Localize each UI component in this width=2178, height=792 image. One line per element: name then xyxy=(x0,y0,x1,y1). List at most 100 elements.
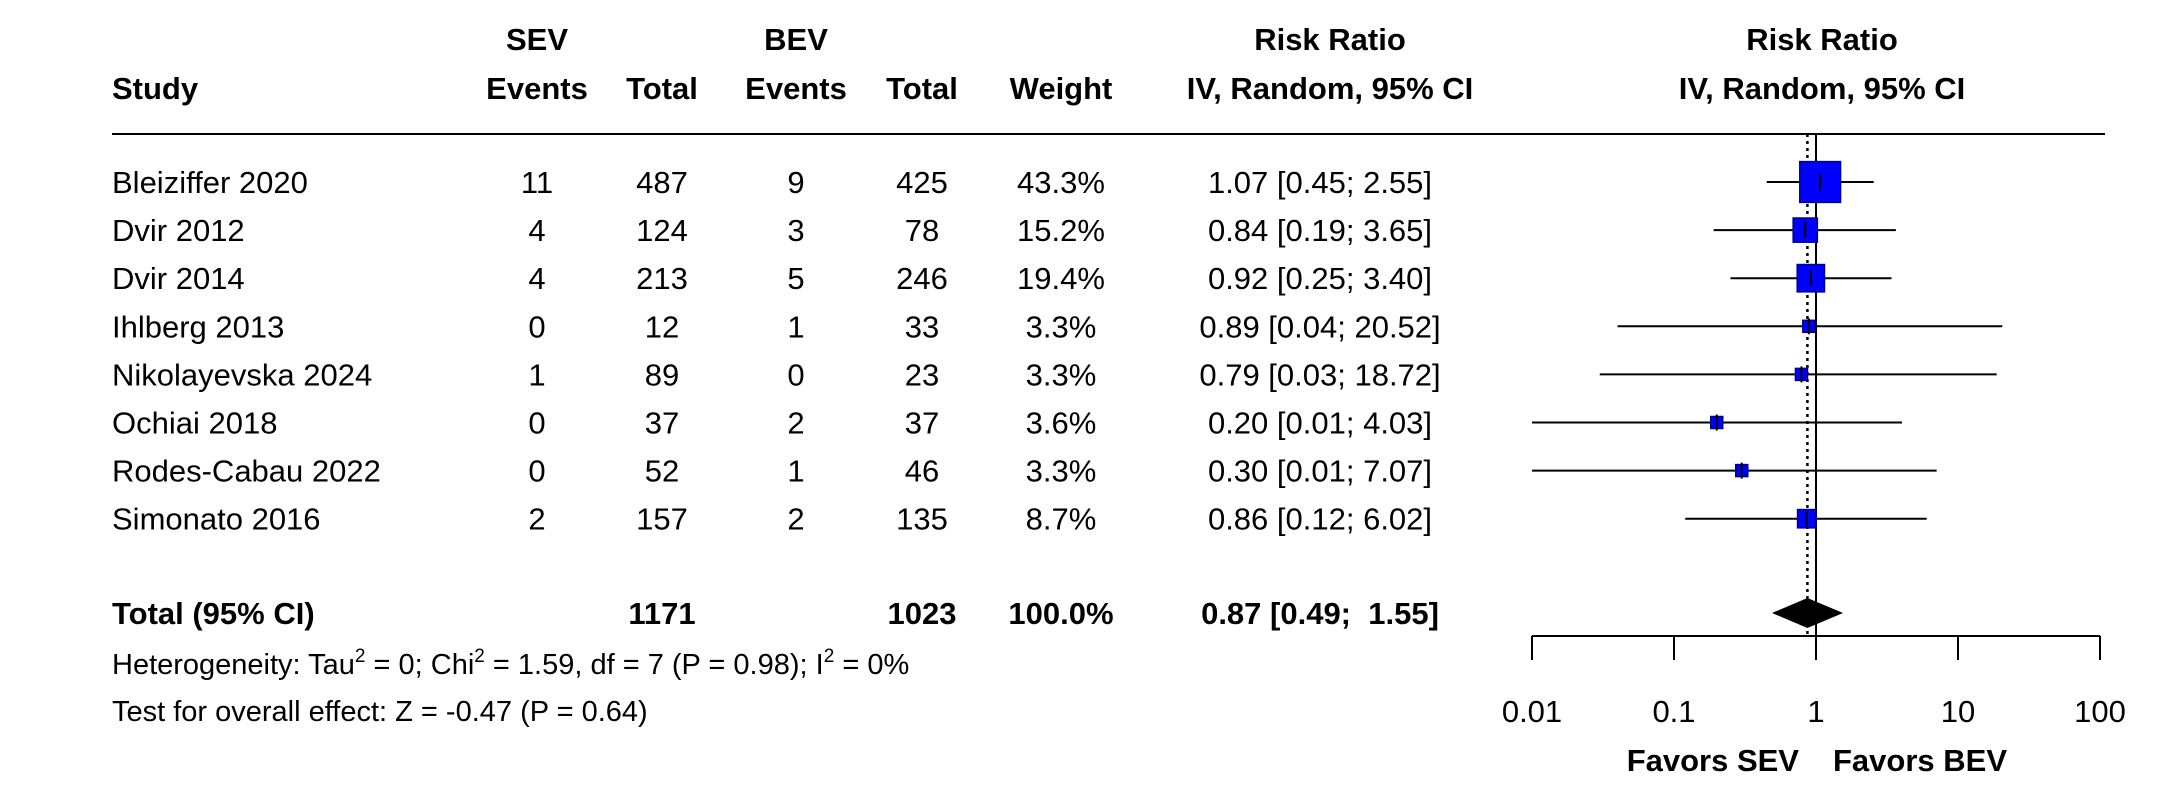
cell-sev-events: 2 xyxy=(528,502,545,537)
cell-ci-text: 0.92 [0.25; 3.40] xyxy=(1208,261,1432,296)
overall-effect-text: Test for overall effect: Z = -0.47 (P = … xyxy=(112,696,648,728)
study-row: Dvir 2014 4 213 5 246 19.4% 0.92 [0.25; 3.40] xyxy=(112,261,1432,296)
study-row: Simonato 2016 2 157 2 135 8.7% 0.86 [0.12; 6.0… xyxy=(112,502,1432,537)
cell-study: Nikolayevska 2024 xyxy=(112,357,372,392)
cell-study: Rodes-Cabau 2022 xyxy=(112,454,381,489)
cell-ci-text: 1.07 [0.45; 2.55] xyxy=(1208,165,1432,200)
cell-weight: 15.2% xyxy=(1017,213,1105,248)
cell-sev-total: 213 xyxy=(636,261,688,296)
cell-sev-events: 0 xyxy=(528,309,545,344)
study-mark xyxy=(1599,366,1997,383)
header-bev-events: Events xyxy=(745,71,847,106)
cell-sev-total: 124 xyxy=(636,213,688,248)
cell-weight: 3.3% xyxy=(1026,357,1097,392)
cell-bev-events: 1 xyxy=(787,309,804,344)
cell-sev-total: 37 xyxy=(645,406,679,441)
pooled-diamond xyxy=(1772,598,1844,628)
header-bev-total: Total xyxy=(886,71,958,106)
total-label: Total (95% CI) xyxy=(112,596,315,631)
cell-sev-events: 4 xyxy=(528,261,545,296)
cell-sev-events: 0 xyxy=(528,406,545,441)
point-estimate-square xyxy=(1796,263,1826,293)
cell-sev-total: 487 xyxy=(636,165,688,200)
study-row: Nikolayevska 2024 1 89 0 23 3.3% 0.79 [0.03; 1… xyxy=(112,357,1441,392)
header-plot-line1: Risk Ratio xyxy=(1746,22,1898,57)
cell-weight: 43.3% xyxy=(1017,165,1105,200)
cell-sev-events: 11 xyxy=(521,165,553,200)
total-row: Total (95% CI) 1171 1023 100.0% 0.87 [0.… xyxy=(112,596,1439,631)
header-bev-group: BEV xyxy=(764,22,828,57)
cell-ci-text: 0.84 [0.19; 3.65] xyxy=(1208,213,1432,248)
cell-bev-total: 46 xyxy=(905,454,939,489)
cell-study: Simonato 2016 xyxy=(112,502,321,537)
cell-ci-text: 0.20 [0.01; 4.03] xyxy=(1208,406,1432,441)
study-mark xyxy=(1532,414,1902,431)
study-mark xyxy=(1685,508,1927,529)
cell-sev-total: 89 xyxy=(645,357,679,392)
total-bev-total: 1023 xyxy=(888,596,957,631)
favors-left-label: Favors SEV xyxy=(1627,743,1800,778)
favors-right-label: Favors BEV xyxy=(1833,743,2007,778)
cell-bev-total: 246 xyxy=(896,261,948,296)
cell-sev-events: 4 xyxy=(528,213,545,248)
header-plot-line2: IV, Random, 95% CI xyxy=(1679,71,1966,106)
cell-ci-text: 0.30 [0.01; 7.07] xyxy=(1208,454,1432,489)
total-ci-text: 0.87 [0.49; 1.55] xyxy=(1201,596,1439,631)
study-row: Ochiai 2018 0 37 2 37 3.6% 0.20 [0.01; 4.03] xyxy=(112,406,1432,441)
cell-study: Ochiai 2018 xyxy=(112,406,277,441)
cell-ci-text: 0.86 [0.12; 6.02] xyxy=(1208,502,1432,537)
study-row: Rodes-Cabau 2022 0 52 1 46 3.3% 0.30 [0.01; 7.… xyxy=(112,454,1432,489)
x-axis: 0.01 0.1 1 10 100 xyxy=(1502,635,2126,729)
study-row: Dvir 2012 4 124 3 78 15.2% 0.84 [0.19; 3.65] xyxy=(112,213,1432,248)
header-study: Study xyxy=(112,71,199,106)
study-mark xyxy=(1713,217,1896,243)
cell-bev-events: 1 xyxy=(787,454,804,489)
cell-study: Dvir 2014 xyxy=(112,261,245,296)
total-weight: 100.0% xyxy=(1008,596,1113,631)
study-mark xyxy=(1730,263,1892,293)
cell-study: Dvir 2012 xyxy=(112,213,245,248)
x-tick-label: 100 xyxy=(2074,694,2126,729)
cell-bev-events: 3 xyxy=(787,213,804,248)
cell-sev-events: 1 xyxy=(528,357,545,392)
cell-ci-text: 0.89 [0.04; 20.52] xyxy=(1199,309,1440,344)
cell-bev-total: 78 xyxy=(905,213,939,248)
cell-sev-events: 0 xyxy=(528,454,545,489)
cell-ci-text: 0.79 [0.03; 18.72] xyxy=(1199,357,1440,392)
total-sev-total: 1171 xyxy=(628,596,695,631)
cell-bev-events: 2 xyxy=(787,406,804,441)
cell-sev-total: 157 xyxy=(636,502,688,537)
study-row: Bleiziffer 2020 11 487 9 425 43.3% 1.07 [0.45;… xyxy=(112,165,1432,200)
cell-bev-total: 135 xyxy=(896,502,948,537)
cell-weight: 3.3% xyxy=(1026,454,1097,489)
header-sev-events: Events xyxy=(486,71,588,106)
x-tick-label: 10 xyxy=(1941,694,1975,729)
cell-bev-events: 2 xyxy=(787,502,804,537)
cell-bev-events: 5 xyxy=(787,261,804,296)
plot-marks xyxy=(1532,134,2003,636)
cell-weight: 8.7% xyxy=(1026,502,1097,537)
header-rr-line2: IV, Random, 95% CI xyxy=(1187,71,1474,106)
cell-weight: 3.6% xyxy=(1026,406,1097,441)
header-sev-total: Total xyxy=(626,71,698,106)
header-rr-line1: Risk Ratio xyxy=(1254,22,1406,57)
study-rows: Bleiziffer 2020 11 487 9 425 43.3% 1.07 [0.45;… xyxy=(112,165,1441,537)
cell-bev-total: 37 xyxy=(905,406,939,441)
x-tick-label: 0.01 xyxy=(1502,694,1562,729)
study-mark xyxy=(1617,318,2003,335)
cell-bev-total: 425 xyxy=(896,165,948,200)
cell-study: Ihlberg 2013 xyxy=(112,309,284,344)
cell-bev-events: 0 xyxy=(787,357,804,392)
cell-weight: 3.3% xyxy=(1026,309,1097,344)
cell-sev-total: 12 xyxy=(645,309,679,344)
cell-sev-total: 52 xyxy=(645,454,679,489)
header-sev-group: SEV xyxy=(506,22,568,57)
cell-weight: 19.4% xyxy=(1017,261,1105,296)
column-headers: SEV BEV Risk Ratio Risk Ratio Study Even… xyxy=(112,22,1965,106)
cell-bev-events: 9 xyxy=(787,165,804,200)
cell-bev-total: 23 xyxy=(905,357,939,392)
study-mark xyxy=(1766,160,1874,204)
study-row: Ihlberg 2013 0 12 1 33 3.3% 0.89 [0.04; 20.52] xyxy=(112,309,1441,344)
point-estimate-square xyxy=(1792,217,1819,243)
